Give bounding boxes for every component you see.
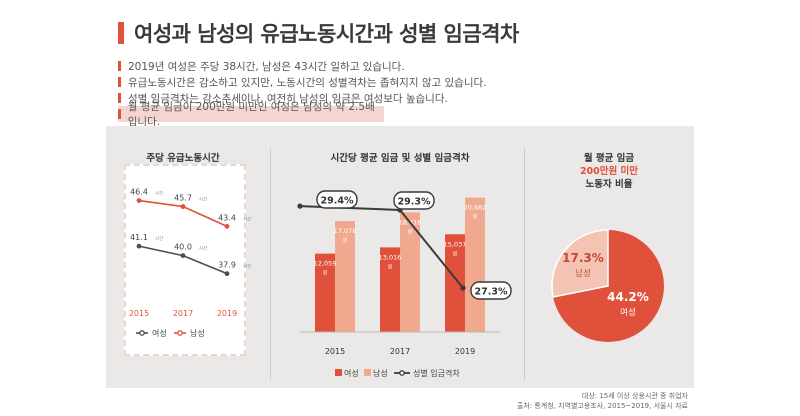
pie-chart-title-line-1: 월 평균 임금 xyxy=(584,152,635,164)
line-x-tick-label: 2015 xyxy=(129,309,149,318)
line-x-tick-label: 2017 xyxy=(173,309,193,318)
line-data-label-female: 37.9 xyxy=(218,261,236,270)
title-accent-bar xyxy=(118,22,124,44)
line-point-female xyxy=(224,271,230,277)
bar-value-label-male: 20,682 xyxy=(464,204,487,212)
panel-divider xyxy=(524,148,525,380)
line-point-male xyxy=(136,198,142,203)
footnote-source: 출처: 통계청, 지역별고용조사, 2015~2019, 서울시 자료 xyxy=(516,402,688,410)
line-unit-label: 시간 xyxy=(243,263,251,270)
summary-bullets: 2019년 여성은 주당 38시간, 남성은 43시간 일하고 있습니다. 유급… xyxy=(118,58,678,128)
bar-female xyxy=(445,234,465,332)
pie-chart-title-line-3: 노동자 비율 xyxy=(585,178,632,190)
bullet-3: 성별 임금격차는 감소추세이나, 여전히 남성의 임금은 여성보다 높습니다. xyxy=(118,90,678,106)
line-unit-label: 시간 xyxy=(199,245,207,252)
line-data-label-male: 46.4 xyxy=(130,188,148,197)
line-unit-label: 시간 xyxy=(155,235,163,242)
legend-marker xyxy=(177,330,183,336)
legend-swatch-male xyxy=(364,369,371,376)
bullet-text: 성별 임금격차는 감소추세이나, 여전히 남성의 임금은 여성보다 높습니다. xyxy=(128,92,448,105)
pie-label-female-name: 여성 xyxy=(620,307,636,318)
line-point-female xyxy=(136,243,142,249)
line-data-label-female: 40.0 xyxy=(174,243,192,252)
gap-label-box xyxy=(470,281,512,300)
gap-point xyxy=(297,203,303,209)
bar-value-label-female: 12,059 xyxy=(314,260,337,268)
bar-unit-label: 원 xyxy=(343,237,348,244)
bullet-text: 유급노동시간은 감소하고 있지만, 노동시간의 성별격차는 좁혀지지 않고 있습… xyxy=(128,76,487,89)
line-unit-label: 시간 xyxy=(155,190,163,197)
bar-female xyxy=(380,247,400,332)
bar-value-label-female: 15,037 xyxy=(444,240,467,248)
line-unit-label: 시간 xyxy=(243,215,251,222)
pie-label-male-value: 17.3% xyxy=(562,251,604,265)
line-unit-label: 시간 xyxy=(199,196,207,203)
gap-label-box xyxy=(393,191,435,210)
gap-label: 29.3% xyxy=(398,197,431,208)
bar-male xyxy=(335,221,355,332)
bullet-2: 유급노동시간은 감소하고 있지만, 노동시간의 성별격차는 좁혀지지 않고 있습… xyxy=(118,74,678,90)
line-point-female xyxy=(180,253,186,258)
legend-label: 여성 xyxy=(152,328,167,338)
bar-chart-title: 시간당 평균 임금 및 성별 임금격차 xyxy=(331,152,470,164)
line-chart-card xyxy=(124,164,246,356)
bullet-4: 월 평균 임금이 200만원 미만인 여성은 남성의 약 2.5배입니다. xyxy=(118,101,384,128)
bar-unit-label: 원 xyxy=(473,214,478,221)
gap-label-box xyxy=(316,190,358,209)
line-data-label-male: 45.7 xyxy=(174,194,192,203)
bullet-marker xyxy=(118,77,121,87)
pie-label-female-value: 44.2% xyxy=(607,290,649,304)
line-chart-title: 주당 유급노동시간 xyxy=(146,152,219,164)
bar-x-tick-label: 2019 xyxy=(455,347,475,356)
bar-unit-label: 원 xyxy=(453,250,458,257)
bar-value-label-male: 17,076 xyxy=(334,227,357,235)
pie-label-male-name: 남성 xyxy=(575,269,591,279)
gap-label: 27.3% xyxy=(475,287,508,298)
legend-marker xyxy=(139,330,145,336)
line-data-label-male: 43.4 xyxy=(218,213,236,222)
line-point-male xyxy=(180,204,186,209)
pie-slice-male xyxy=(551,229,609,298)
legend-label: 남성 xyxy=(190,329,205,338)
bar-unit-label: 원 xyxy=(323,270,328,277)
bar-female xyxy=(315,253,335,332)
bullet-1: 2019년 여성은 주당 38시간, 남성은 43시간 일하고 있습니다. xyxy=(118,58,678,74)
title-block: 여성과 남성의 유급노동시간과 성별 임금격차 xyxy=(118,18,519,48)
gap-label: 29.4% xyxy=(321,196,354,207)
pie-chart-title-line-2: 200만원 미만 xyxy=(580,165,638,177)
legend-label: 남성 xyxy=(373,369,388,378)
bullet-marker xyxy=(118,93,121,103)
line-point-male xyxy=(224,223,230,229)
legend-swatch-female xyxy=(335,369,342,376)
bar-x-tick-label: 2017 xyxy=(390,347,410,356)
line-x-tick-label: 2019 xyxy=(217,309,237,318)
bullet-text: 2019년 여성은 주당 38시간, 남성은 43시간 일하고 있습니다. xyxy=(128,60,405,73)
bar-unit-label: 원 xyxy=(388,263,393,270)
panel-divider xyxy=(270,148,271,380)
gap-point xyxy=(460,285,466,291)
page-title: 여성과 남성의 유급노동시간과 성별 임금격차 xyxy=(134,22,519,46)
bar-male xyxy=(400,212,420,332)
bullet-marker xyxy=(118,109,121,119)
legend-marker xyxy=(399,370,405,376)
line-data-label-female: 41.1 xyxy=(130,233,148,242)
bullet-text: 월 평균 임금이 200만원 미만인 여성은 남성의 약 2.5배입니다. xyxy=(127,101,375,128)
bar-x-tick-label: 2015 xyxy=(325,347,345,356)
bar-value-label-female: 13,016 xyxy=(379,253,402,261)
legend-label: 여성 xyxy=(344,368,359,378)
bar-unit-label: 원 xyxy=(408,228,413,235)
bullet-marker xyxy=(118,61,121,71)
legend-label: 성별 임금격차 xyxy=(413,368,460,378)
footnote-target: 대상: 15세 이상 상용시관 중 취업자 xyxy=(581,392,688,400)
